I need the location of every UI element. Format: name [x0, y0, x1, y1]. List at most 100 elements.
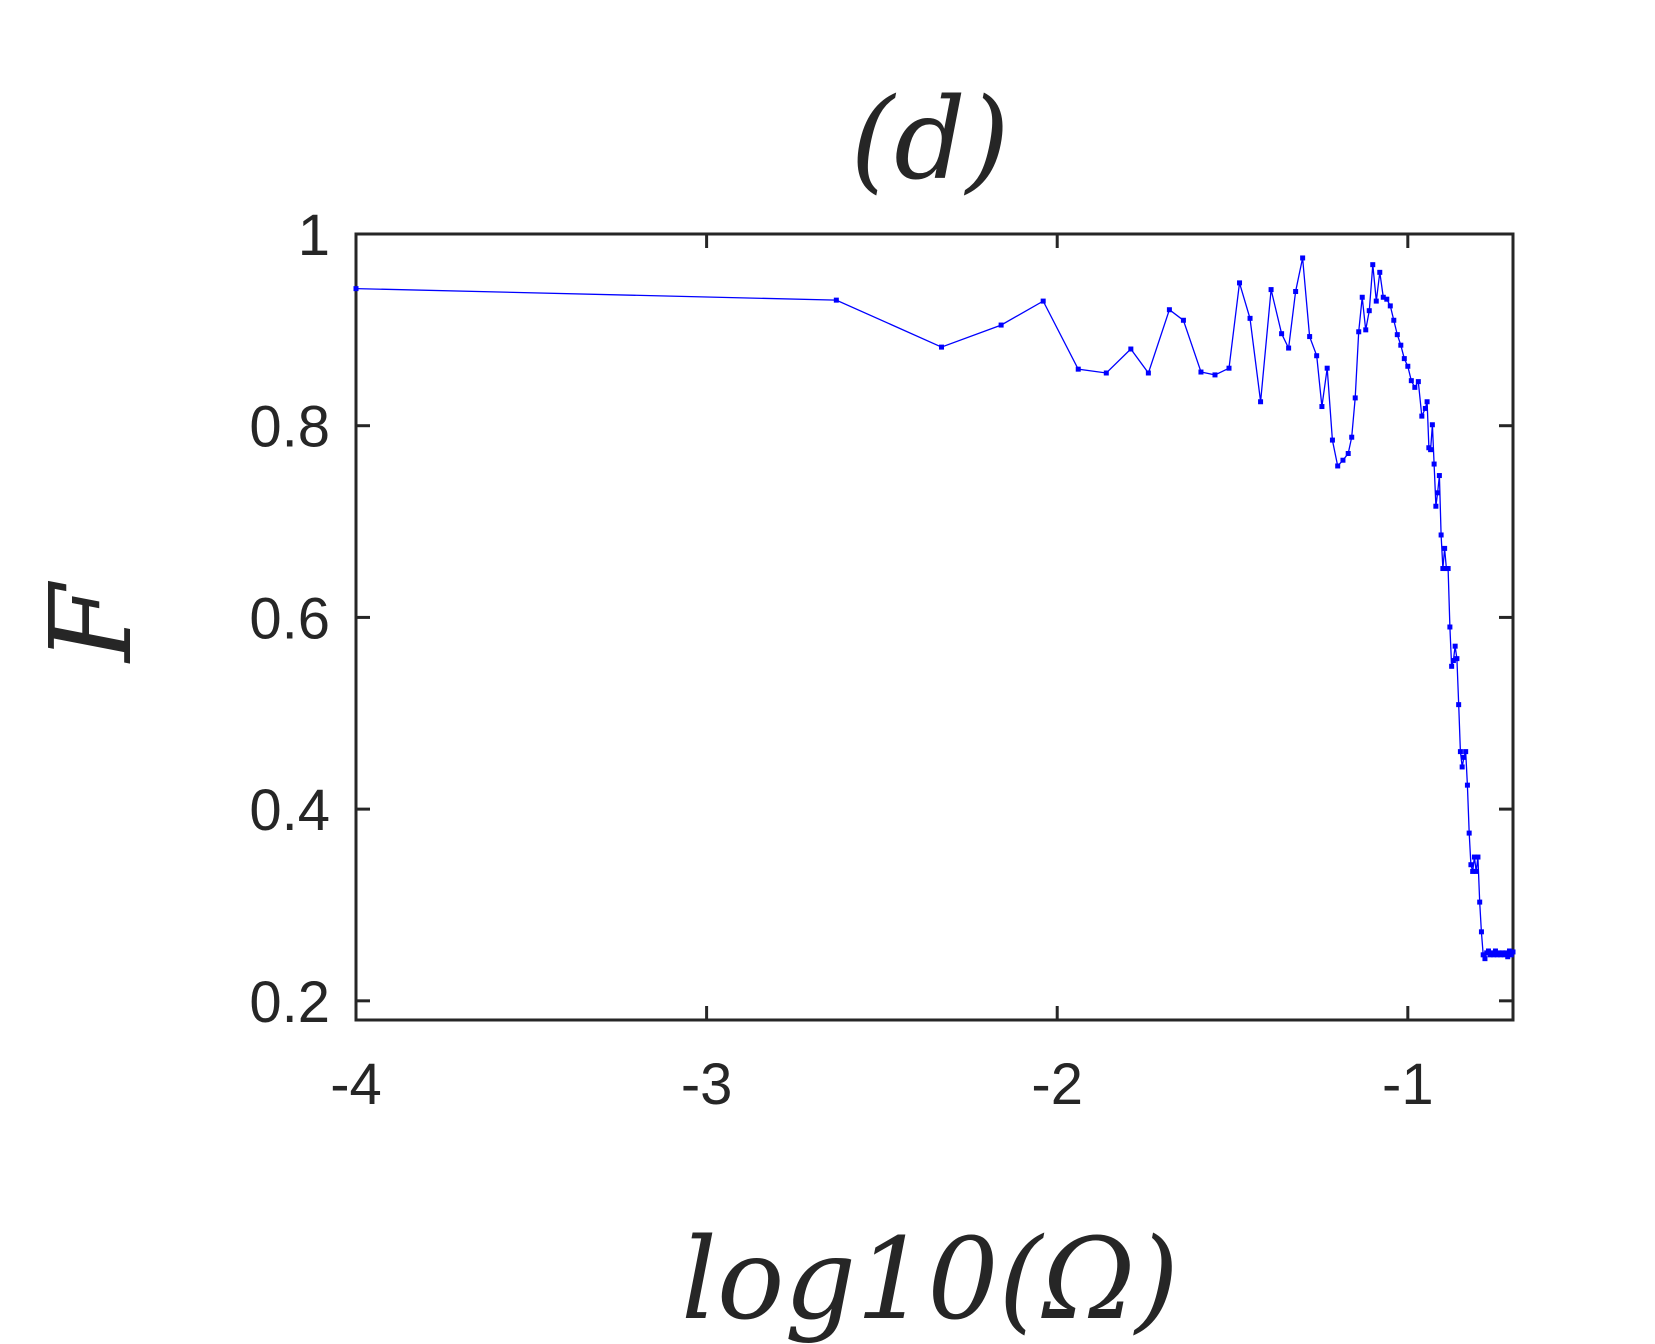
data-point — [1394, 332, 1400, 338]
data-point — [1429, 422, 1435, 428]
x-tick-label: -3 — [681, 1052, 733, 1117]
data-point — [1424, 399, 1430, 405]
data-point — [1477, 899, 1483, 905]
data-point — [1449, 663, 1455, 669]
data-point — [1454, 656, 1460, 662]
data-point — [353, 286, 359, 292]
series-layer — [353, 255, 1516, 962]
data-point — [1422, 405, 1428, 411]
data-point — [1438, 532, 1444, 538]
data-point — [1470, 868, 1476, 874]
data-point — [1398, 342, 1404, 348]
data-point — [1457, 749, 1463, 755]
x-tick-label: -4 — [330, 1052, 382, 1117]
data-point — [1408, 378, 1414, 384]
data-point — [1075, 366, 1081, 372]
data-point — [1391, 317, 1397, 323]
data-point — [1128, 346, 1134, 352]
data-point — [1492, 948, 1498, 954]
data-point — [1471, 854, 1477, 860]
data-point — [1419, 413, 1425, 419]
data-point — [1373, 298, 1379, 304]
data-point — [1314, 353, 1320, 359]
data-point — [1145, 370, 1151, 376]
data-point — [833, 297, 839, 303]
data-point — [1258, 399, 1264, 405]
data-point — [1356, 329, 1362, 335]
data-point — [1473, 868, 1479, 874]
data-point — [1247, 315, 1253, 321]
data-point — [1324, 365, 1330, 371]
data-point — [1268, 287, 1274, 293]
data-point — [1415, 379, 1421, 385]
data-point — [1510, 949, 1516, 955]
data-point — [1363, 327, 1369, 333]
y-tick-label: 0.4 — [249, 778, 330, 843]
data-point — [1212, 372, 1218, 378]
data-point — [1307, 334, 1313, 340]
data-point — [1300, 255, 1306, 261]
data-point — [1450, 658, 1456, 664]
data-point — [1352, 395, 1358, 401]
y-tick-label: 0.2 — [249, 970, 330, 1035]
data-point — [1505, 954, 1511, 960]
data-point — [1405, 363, 1411, 369]
data-point — [1329, 437, 1335, 443]
data-point — [1428, 447, 1434, 453]
data-point — [1335, 463, 1341, 469]
data-point — [1445, 566, 1451, 572]
data-point — [1480, 952, 1486, 958]
data-point — [1180, 317, 1186, 323]
data-point — [1401, 356, 1407, 362]
data-point — [939, 344, 945, 350]
data-point — [1349, 434, 1355, 440]
x-tick-label: -2 — [1031, 1052, 1083, 1117]
data-point — [1485, 948, 1491, 954]
data-point — [1359, 294, 1365, 300]
data-point — [1508, 952, 1514, 958]
data-point — [1319, 404, 1325, 410]
data-point — [1482, 956, 1488, 962]
data-point — [1503, 950, 1509, 956]
data-point — [1286, 345, 1292, 351]
data-point — [1366, 308, 1372, 314]
x-ticks: -4 -3 -2 -1 — [330, 234, 1434, 1117]
y-tick-label: 0.6 — [249, 586, 330, 651]
y-tick-label: 1 — [298, 203, 330, 268]
data-point — [1226, 365, 1232, 371]
data-point — [1293, 289, 1299, 295]
data-point — [1412, 384, 1418, 390]
data-point — [1166, 307, 1172, 313]
data-point — [1491, 952, 1497, 958]
data-point — [1459, 764, 1465, 770]
data-point — [1237, 280, 1243, 286]
y-axis-label-group: F — [27, 581, 157, 664]
y-axis-label: F — [27, 581, 157, 664]
data-point — [1387, 303, 1393, 309]
axes-box — [354, 232, 1515, 1022]
data-point — [1384, 296, 1390, 302]
y-tick-label: 0.8 — [249, 395, 330, 460]
data-point — [1461, 754, 1467, 760]
chart-title: (d) — [850, 75, 1009, 205]
data-point — [1506, 948, 1512, 954]
data-point — [1463, 749, 1469, 755]
data-point — [1436, 473, 1442, 479]
data-point — [1433, 503, 1439, 509]
data-point — [1440, 566, 1446, 572]
data-point — [1380, 294, 1386, 300]
x-tick-label: -1 — [1382, 1052, 1434, 1117]
data-point — [1464, 782, 1470, 788]
data-point — [1279, 331, 1285, 337]
data-point — [1345, 451, 1351, 457]
data-point — [1447, 624, 1453, 630]
data-point — [1478, 929, 1484, 935]
data-point — [998, 322, 1004, 328]
data-point — [1198, 369, 1204, 375]
data-point — [1103, 370, 1109, 376]
data-point — [1468, 862, 1474, 868]
data-point — [1340, 457, 1346, 463]
data-point — [1456, 702, 1462, 708]
data-point — [1040, 298, 1046, 304]
